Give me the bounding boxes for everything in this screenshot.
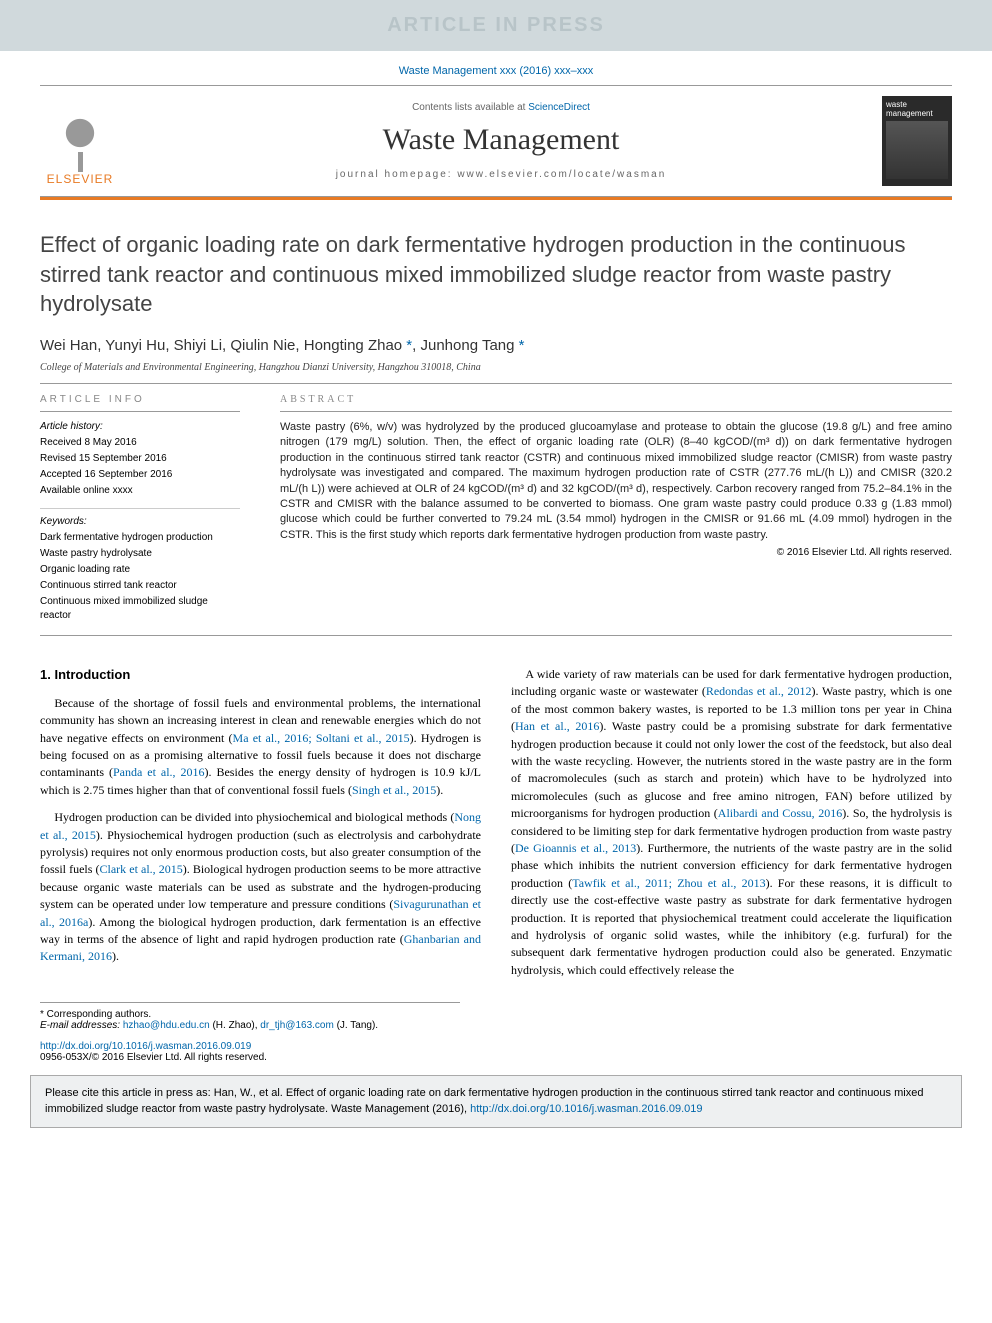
abstract-column: ABSTRACT Waste pastry (6%, w/v) was hydr… <box>280 394 952 625</box>
doi-block: http://dx.doi.org/10.1016/j.wasman.2016.… <box>40 1041 952 1063</box>
email-label: E-mail addresses: <box>40 1020 123 1031</box>
citation-link[interactable]: De Gioannis et al., 2013 <box>515 841 636 855</box>
article-info-heading: ARTICLE INFO <box>40 394 240 412</box>
corr-mark-2: * <box>514 337 524 354</box>
issn-copyright: 0956-053X/© 2016 Elsevier Ltd. All right… <box>40 1052 267 1063</box>
citation-link[interactable]: Tawfik et al., 2011; Zhou et al., 2013 <box>572 876 765 890</box>
info-abstract-row: ARTICLE INFO Article history: Received 8… <box>40 394 952 625</box>
intro-para-1: Because of the shortage of fossil fuels … <box>40 695 481 799</box>
header-center: Contents lists available at ScienceDirec… <box>120 102 882 180</box>
intro-para-2: Hydrogen production can be divided into … <box>40 809 481 966</box>
text: ). For these reasons, it is difficult to… <box>511 876 952 977</box>
citation-link[interactable]: Redondas et al., 2012 <box>706 684 812 698</box>
please-cite-box: Please cite this article in press as: Ha… <box>30 1075 962 1128</box>
journal-header: ELSEVIER Contents lists available at Sci… <box>40 85 952 197</box>
text: ). <box>436 783 443 797</box>
received-date: Received 8 May 2016 <box>40 436 240 450</box>
rule <box>40 635 952 636</box>
orange-rule <box>40 197 952 200</box>
journal-name: Waste Management <box>120 123 882 157</box>
authors-plain: Wei Han, Yunyi Hu, Shiyi Li, Qiulin Nie,… <box>40 337 402 354</box>
citation-link[interactable]: Panda et al., 2016 <box>113 765 205 779</box>
sciencedirect-link[interactable]: ScienceDirect <box>528 102 590 113</box>
email-link[interactable]: hzhao@hdu.edu.cn <box>123 1020 210 1031</box>
info-subrule <box>40 508 240 509</box>
homepage-label: journal homepage: <box>336 169 458 180</box>
article-info-column: ARTICLE INFO Article history: Received 8… <box>40 394 240 625</box>
article-in-press-banner: ARTICLE IN PRESS <box>0 0 992 51</box>
article-title: Effect of organic loading rate on dark f… <box>40 230 952 319</box>
online-date: Available online xxxx <box>40 484 240 498</box>
affiliation: College of Materials and Environmental E… <box>40 362 952 373</box>
corresponding-footnote: * Corresponding authors. E-mail addresse… <box>40 1002 460 1031</box>
elsevier-tree-icon <box>55 112 105 172</box>
corr-authors-label: * Corresponding authors. <box>40 1009 460 1020</box>
keyword: Continuous mixed immobilized sludge reac… <box>40 595 240 623</box>
contents-lists-line: Contents lists available at ScienceDirec… <box>120 102 882 113</box>
accepted-date: Accepted 16 September 2016 <box>40 468 240 482</box>
contents-prefix: Contents lists available at <box>412 102 528 113</box>
journal-homepage-line: journal homepage: www.elsevier.com/locat… <box>120 169 882 180</box>
keyword: Dark fermentative hydrogen production <box>40 531 240 545</box>
doi-link[interactable]: http://dx.doi.org/10.1016/j.wasman.2016.… <box>40 1041 251 1052</box>
body-two-column: 1. Introduction Because of the shortage … <box>40 666 952 982</box>
publisher-name: ELSEVIER <box>47 172 114 186</box>
intro-para-3: A wide variety of raw materials can be u… <box>511 666 952 979</box>
homepage-url[interactable]: www.elsevier.com/locate/wasman <box>457 169 666 180</box>
revised-date: Revised 15 September 2016 <box>40 452 240 466</box>
email-link[interactable]: dr_tjh@163.com <box>260 1020 334 1031</box>
citation-link[interactable]: Han et al., 2016 <box>515 719 599 733</box>
citation-link[interactable]: Alibardi and Cossu, 2016 <box>718 806 842 820</box>
cover-image-icon <box>886 121 948 179</box>
citation-link[interactable]: Clark et al., 2015 <box>100 862 183 876</box>
cite-doi-link[interactable]: http://dx.doi.org/10.1016/j.wasman.2016.… <box>470 1103 702 1115</box>
text: Hydrogen production can be divided into … <box>54 810 454 824</box>
citation-link[interactable]: Ma et al., 2016; Soltani et al., 2015 <box>233 731 410 745</box>
authors-sep: , Junhong Tang <box>412 337 514 354</box>
citation-link[interactable]: Singh et al., 2015 <box>352 783 436 797</box>
keyword: Continuous stirred tank reactor <box>40 579 240 593</box>
article-front-matter: Effect of organic loading rate on dark f… <box>40 230 952 636</box>
email-who: (J. Tang). <box>334 1020 378 1031</box>
author-list: Wei Han, Yunyi Hu, Shiyi Li, Qiulin Nie,… <box>40 337 952 354</box>
email-who: (H. Zhao), <box>210 1020 261 1031</box>
journal-cover-thumbnail: waste management <box>882 96 952 186</box>
section-heading-introduction: 1. Introduction <box>40 666 481 685</box>
abstract-copyright: © 2016 Elsevier Ltd. All rights reserved… <box>280 547 952 558</box>
abstract-text: Waste pastry (6%, w/v) was hydrolyzed by… <box>280 420 952 543</box>
corr-mark-1: * <box>402 337 412 354</box>
text: ). <box>112 949 119 963</box>
keywords-label: Keywords: <box>40 516 87 527</box>
keyword: Organic loading rate <box>40 563 240 577</box>
cover-title: waste management <box>886 100 948 118</box>
email-line: E-mail addresses: hzhao@hdu.edu.cn (H. Z… <box>40 1020 460 1031</box>
rule <box>40 383 952 384</box>
keyword: Waste pastry hydrolysate <box>40 547 240 561</box>
running-citation: Waste Management xxx (2016) xxx–xxx <box>0 51 992 85</box>
abstract-heading: ABSTRACT <box>280 394 952 412</box>
elsevier-logo: ELSEVIER <box>40 96 120 186</box>
history-label: Article history: <box>40 421 103 432</box>
